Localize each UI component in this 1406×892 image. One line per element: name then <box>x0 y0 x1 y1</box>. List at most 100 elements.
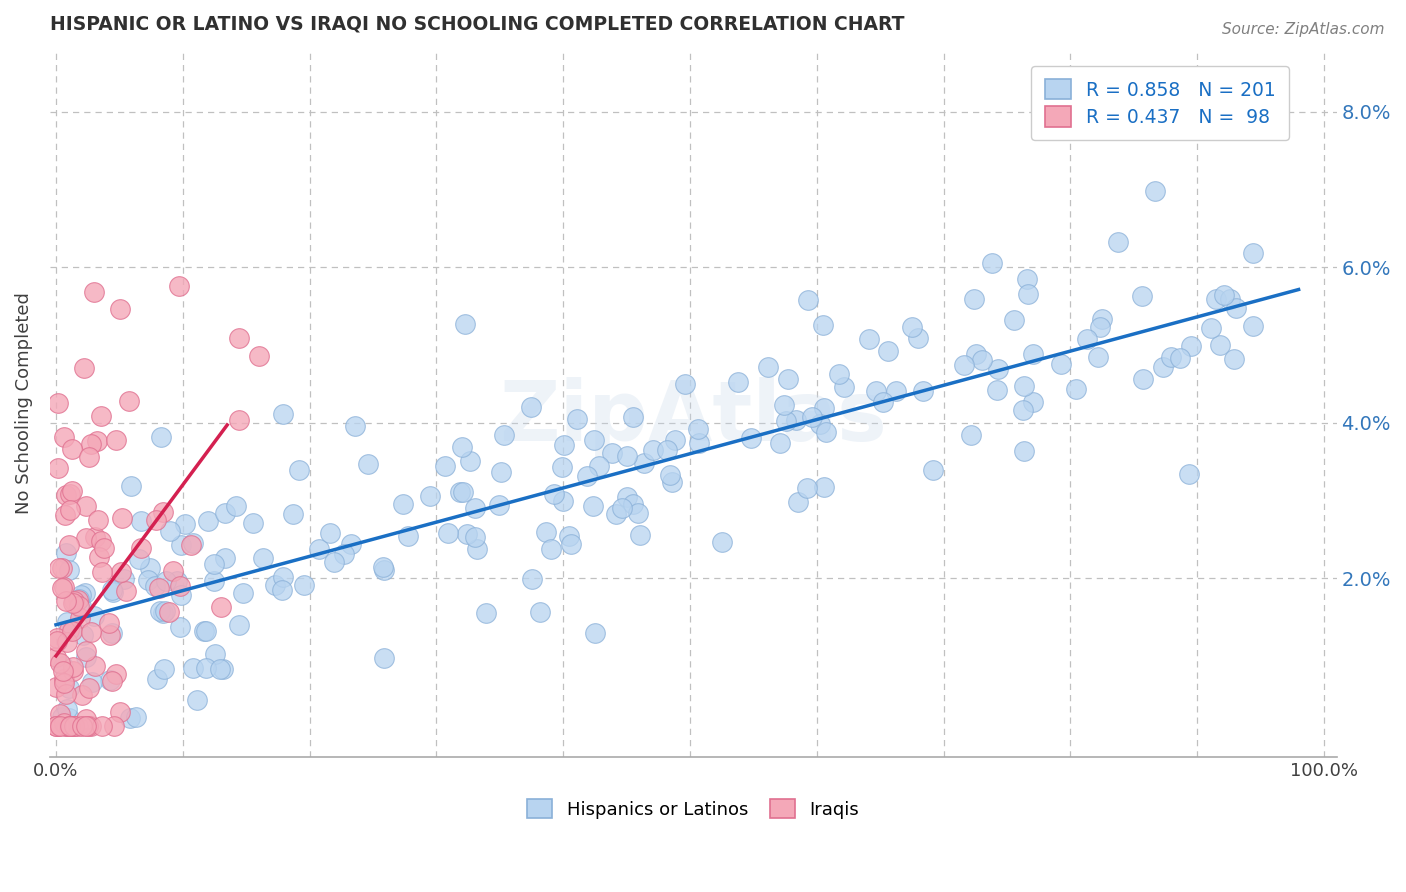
Point <box>60 442 83 456</box>
Point <box>456 526 478 541</box>
Point <box>396 529 419 543</box>
Point <box>169 620 191 634</box>
Point <box>75 643 97 657</box>
Point <box>1241 318 1264 333</box>
Point <box>340 537 363 551</box>
Point <box>811 318 834 333</box>
Point <box>813 480 835 494</box>
Point <box>143 579 166 593</box>
Point <box>101 584 124 599</box>
Point <box>1107 235 1129 249</box>
Point <box>1090 311 1112 326</box>
Point <box>73 586 96 600</box>
Point <box>80 437 103 451</box>
Point <box>75 719 97 733</box>
Point <box>90 533 112 548</box>
Point <box>55 594 77 608</box>
Point <box>204 647 226 661</box>
Point <box>69 611 91 625</box>
Point <box>146 673 169 687</box>
Point <box>600 445 623 459</box>
Point <box>90 409 112 424</box>
Point <box>242 516 264 530</box>
Point <box>813 401 835 415</box>
Point <box>157 605 180 619</box>
Point <box>69 599 91 614</box>
Point <box>55 546 77 560</box>
Point <box>451 485 474 500</box>
Point <box>155 604 177 618</box>
Point <box>373 563 395 577</box>
Point <box>49 706 72 721</box>
Point <box>58 719 80 733</box>
Point <box>1011 402 1033 417</box>
Point <box>773 398 796 412</box>
Legend: Hispanics or Latinos, Iraqis: Hispanics or Latinos, Iraqis <box>520 791 866 826</box>
Point <box>46 461 69 475</box>
Point <box>214 551 236 566</box>
Point <box>776 372 799 386</box>
Point <box>149 604 172 618</box>
Point <box>912 384 935 399</box>
Point <box>797 293 820 308</box>
Point <box>1088 319 1111 334</box>
Point <box>1017 287 1039 301</box>
Point <box>52 664 75 678</box>
Point <box>51 710 73 724</box>
Point <box>52 715 75 730</box>
Point <box>53 430 76 444</box>
Point <box>195 624 218 638</box>
Point <box>1143 184 1166 198</box>
Point <box>62 660 84 674</box>
Point <box>110 566 132 580</box>
Point <box>987 361 1010 376</box>
Point <box>228 413 250 427</box>
Point <box>621 409 644 424</box>
Point <box>981 256 1004 270</box>
Point <box>98 673 121 687</box>
Point <box>193 624 215 638</box>
Point <box>153 662 176 676</box>
Point <box>98 615 121 630</box>
Point <box>1241 245 1264 260</box>
Point <box>60 624 83 638</box>
Point <box>86 434 108 448</box>
Point <box>129 541 152 556</box>
Point <box>775 414 797 428</box>
Point <box>59 719 82 733</box>
Point <box>633 456 655 470</box>
Point <box>673 377 696 392</box>
Point <box>53 508 76 522</box>
Point <box>333 547 356 561</box>
Point <box>45 719 67 733</box>
Point <box>169 279 191 293</box>
Point <box>83 659 105 673</box>
Point <box>1002 313 1025 327</box>
Point <box>872 394 894 409</box>
Text: HISPANIC OR LATINO VS IRAQI NO SCHOOLING COMPLETED CORRELATION CHART: HISPANIC OR LATINO VS IRAQI NO SCHOOLING… <box>49 15 904 34</box>
Point <box>83 608 105 623</box>
Point <box>543 486 565 500</box>
Point <box>436 525 458 540</box>
Point <box>181 661 204 675</box>
Point <box>616 450 638 464</box>
Point <box>621 497 644 511</box>
Point <box>67 719 90 733</box>
Point <box>560 536 582 550</box>
Point <box>70 588 93 602</box>
Point <box>225 499 247 513</box>
Point <box>1021 395 1043 409</box>
Point <box>787 495 810 509</box>
Point <box>464 530 486 544</box>
Point <box>108 301 131 316</box>
Point <box>605 507 627 521</box>
Point <box>202 557 225 571</box>
Point <box>828 367 851 381</box>
Point <box>62 596 84 610</box>
Point <box>263 578 285 592</box>
Point <box>55 719 77 733</box>
Point <box>83 285 105 299</box>
Point <box>60 622 83 636</box>
Point <box>170 588 193 602</box>
Point <box>373 559 395 574</box>
